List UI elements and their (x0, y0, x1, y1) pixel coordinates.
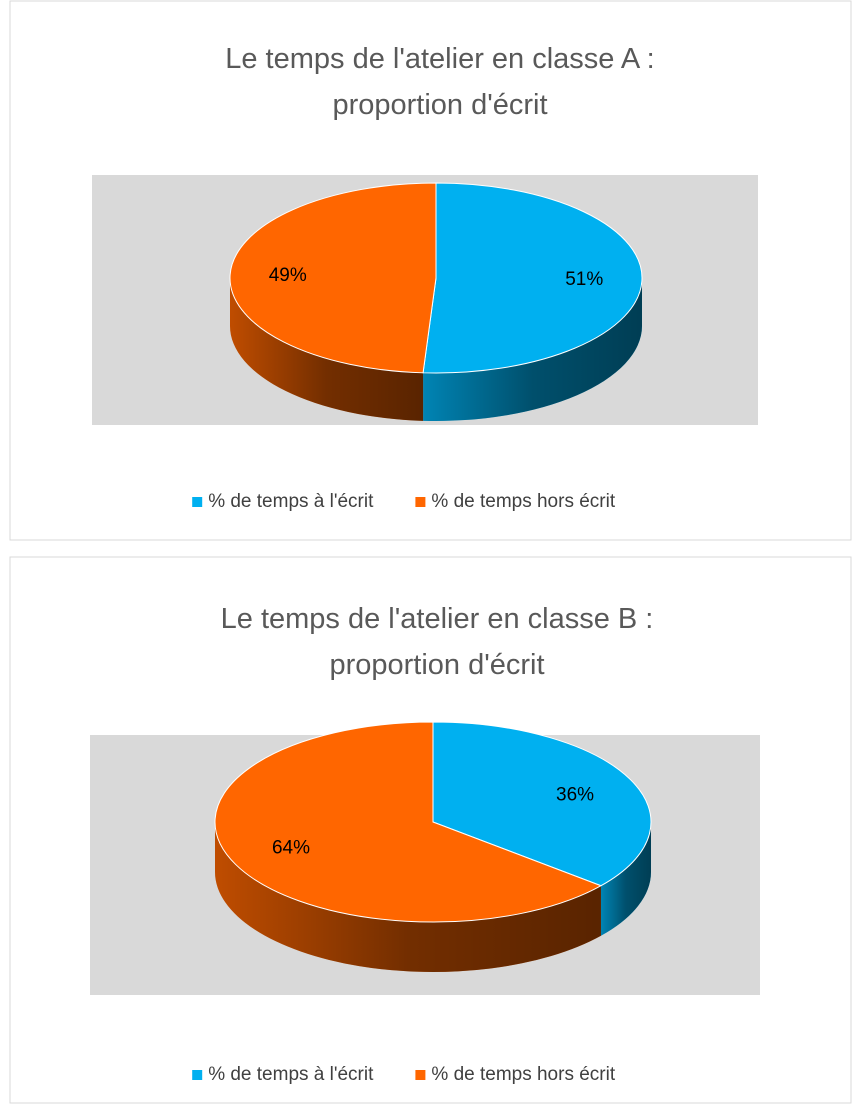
legend-label: % de temps hors écrit (431, 491, 615, 512)
data-label: 51% (565, 269, 603, 290)
side-shade (423, 278, 642, 421)
chart-title: Le temps de l'atelier en classe A : prop… (225, 43, 655, 121)
data-label: 36% (556, 785, 594, 806)
legend-swatch (192, 497, 203, 507)
legend-swatch (415, 1070, 426, 1080)
legend-swatch (415, 497, 426, 507)
chart-frame (9, 556, 852, 1104)
legend-label: % de temps hors écrit (431, 1064, 615, 1085)
slice (229, 182, 437, 374)
data-label: 49% (269, 265, 307, 286)
side-shade (600, 822, 651, 936)
chart-title: Le temps de l'atelier en classe B : prop… (220, 603, 654, 681)
legend-swatch (192, 1070, 203, 1080)
slice (422, 182, 643, 374)
slice (432, 721, 652, 887)
data-label: 64% (272, 837, 310, 858)
legend-label: % de temps à l'écrit (208, 1064, 374, 1085)
chart-frame (9, 0, 852, 541)
slice (214, 721, 603, 923)
side-shade (215, 822, 601, 972)
side-shade (230, 278, 424, 421)
legend-label: % de temps à l'écrit (208, 491, 374, 512)
